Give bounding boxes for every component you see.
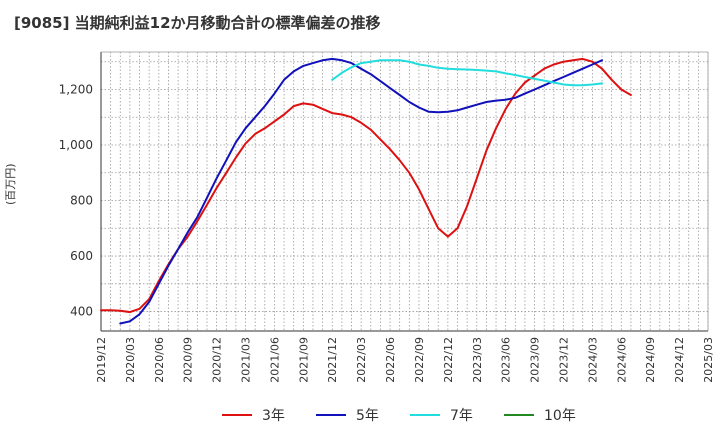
x-tick-label: 2024/09 bbox=[644, 337, 657, 383]
x-tick-label: 2022/12 bbox=[442, 337, 455, 383]
x-tick-label: 2022/03 bbox=[355, 337, 368, 383]
y-tick-label: 1,000 bbox=[59, 138, 93, 152]
x-tick-label: 2020/03 bbox=[124, 337, 137, 383]
y-tick-label: 1,200 bbox=[59, 82, 93, 96]
y-tick-label: 600 bbox=[70, 249, 93, 263]
legend-item: 5年 bbox=[316, 404, 379, 426]
legend-item: 7年 bbox=[410, 404, 473, 426]
legend-label: 3年 bbox=[262, 408, 285, 424]
x-tick-label: 2021/06 bbox=[268, 337, 281, 383]
x-tick-label: 2020/09 bbox=[182, 337, 195, 383]
x-tick-label: 2024/03 bbox=[586, 337, 599, 383]
y-tick-label: 400 bbox=[70, 305, 93, 319]
legend-swatch bbox=[222, 414, 252, 416]
y-tick-label: 800 bbox=[70, 194, 93, 208]
x-tick-label: 2021/03 bbox=[240, 337, 253, 383]
legend-swatch bbox=[316, 414, 346, 416]
x-tick-label: 2024/12 bbox=[673, 337, 686, 383]
legend: 3年 5年 7年 10年 bbox=[0, 404, 720, 426]
series-line-5年 bbox=[119, 57, 603, 325]
legend-swatch bbox=[410, 414, 440, 416]
x-tick-label: 2023/03 bbox=[471, 337, 484, 383]
x-tick-label: 2021/12 bbox=[326, 337, 339, 383]
plot-area bbox=[101, 52, 708, 331]
legend-label: 7年 bbox=[450, 408, 473, 424]
x-tick-label: 2021/09 bbox=[297, 337, 310, 383]
legend-item: 10年 bbox=[504, 404, 576, 426]
legend-label: 5年 bbox=[356, 408, 379, 424]
x-tick-label: 2023/06 bbox=[500, 337, 513, 383]
chart-title: [9085] 当期純利益12か月移動合計の標準偏差の推移 bbox=[14, 14, 381, 32]
x-tick-label: 2024/06 bbox=[615, 337, 628, 383]
x-tick-label: 2023/09 bbox=[529, 337, 542, 383]
series-line-3年 bbox=[100, 57, 632, 314]
x-tick-label: 2019/12 bbox=[95, 337, 108, 383]
x-tick-label: 2025/03 bbox=[702, 337, 715, 383]
legend-item: 3年 bbox=[222, 404, 285, 426]
legend-swatch bbox=[504, 414, 534, 416]
x-tick-label: 2020/12 bbox=[211, 337, 224, 383]
series-line-7年 bbox=[331, 59, 603, 87]
legend-label: 10年 bbox=[544, 408, 576, 424]
x-tick-label: 2020/06 bbox=[153, 337, 166, 383]
x-tick-label: 2023/12 bbox=[557, 337, 570, 383]
x-tick-label: 2022/06 bbox=[384, 337, 397, 383]
x-tick-label: 2022/09 bbox=[413, 337, 426, 383]
